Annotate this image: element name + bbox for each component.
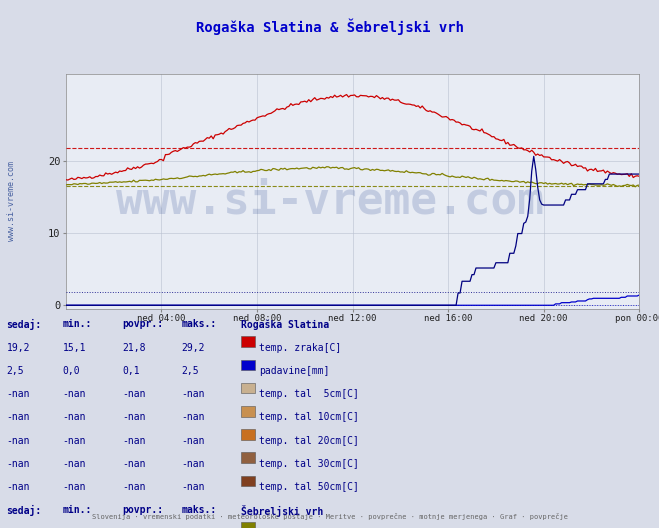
Text: -nan: -nan <box>122 482 146 492</box>
Text: maks.:: maks.: <box>181 319 216 329</box>
Text: Rogaška Slatina & Šebreljski vrh: Rogaška Slatina & Šebreljski vrh <box>196 18 463 35</box>
Text: -nan: -nan <box>7 436 30 446</box>
Text: temp. zraka[C]: temp. zraka[C] <box>259 343 341 353</box>
Text: 2,5: 2,5 <box>7 366 24 376</box>
Text: 21,8: 21,8 <box>122 343 146 353</box>
Text: -nan: -nan <box>7 459 30 469</box>
Text: -nan: -nan <box>63 482 86 492</box>
Text: -nan: -nan <box>122 389 146 399</box>
Text: temp. tal 50cm[C]: temp. tal 50cm[C] <box>259 482 359 492</box>
Text: 2,5: 2,5 <box>181 366 199 376</box>
Text: 19,2: 19,2 <box>7 343 30 353</box>
Text: -nan: -nan <box>63 389 86 399</box>
Text: 29,2: 29,2 <box>181 343 205 353</box>
Text: -nan: -nan <box>122 436 146 446</box>
Text: -nan: -nan <box>181 459 205 469</box>
Text: maks.:: maks.: <box>181 505 216 515</box>
Text: min.:: min.: <box>63 319 92 329</box>
Text: -nan: -nan <box>181 436 205 446</box>
Text: Slovenija · vremenski podatki · meteorološke postaje · Meritve · povprečne · mot: Slovenija · vremenski podatki · meteorol… <box>92 513 567 520</box>
Text: 0,0: 0,0 <box>63 366 80 376</box>
Text: temp. tal 10cm[C]: temp. tal 10cm[C] <box>259 412 359 422</box>
Text: Šebreljski vrh: Šebreljski vrh <box>241 505 323 517</box>
Text: -nan: -nan <box>181 412 205 422</box>
Text: -nan: -nan <box>7 412 30 422</box>
Text: povpr.:: povpr.: <box>122 505 163 515</box>
Text: -nan: -nan <box>63 412 86 422</box>
Text: -nan: -nan <box>122 412 146 422</box>
Text: -nan: -nan <box>7 482 30 492</box>
Text: -nan: -nan <box>63 436 86 446</box>
Text: -nan: -nan <box>181 482 205 492</box>
Text: sedaj:: sedaj: <box>7 319 42 331</box>
Text: padavine[mm]: padavine[mm] <box>259 366 330 376</box>
Text: www.si-vreme.com: www.si-vreme.com <box>115 179 544 222</box>
Text: 15,1: 15,1 <box>63 343 86 353</box>
Text: min.:: min.: <box>63 505 92 515</box>
Text: sedaj:: sedaj: <box>7 505 42 516</box>
Text: temp. tal  5cm[C]: temp. tal 5cm[C] <box>259 389 359 399</box>
Text: -nan: -nan <box>181 389 205 399</box>
Text: www.si-vreme.com: www.si-vreme.com <box>7 161 16 241</box>
Text: temp. tal 20cm[C]: temp. tal 20cm[C] <box>259 436 359 446</box>
Text: -nan: -nan <box>7 389 30 399</box>
Text: -nan: -nan <box>122 459 146 469</box>
Text: -nan: -nan <box>63 459 86 469</box>
Text: temp. tal 30cm[C]: temp. tal 30cm[C] <box>259 459 359 469</box>
Text: Rogaška Slatina: Rogaška Slatina <box>241 319 329 330</box>
Text: povpr.:: povpr.: <box>122 319 163 329</box>
Text: 0,1: 0,1 <box>122 366 140 376</box>
